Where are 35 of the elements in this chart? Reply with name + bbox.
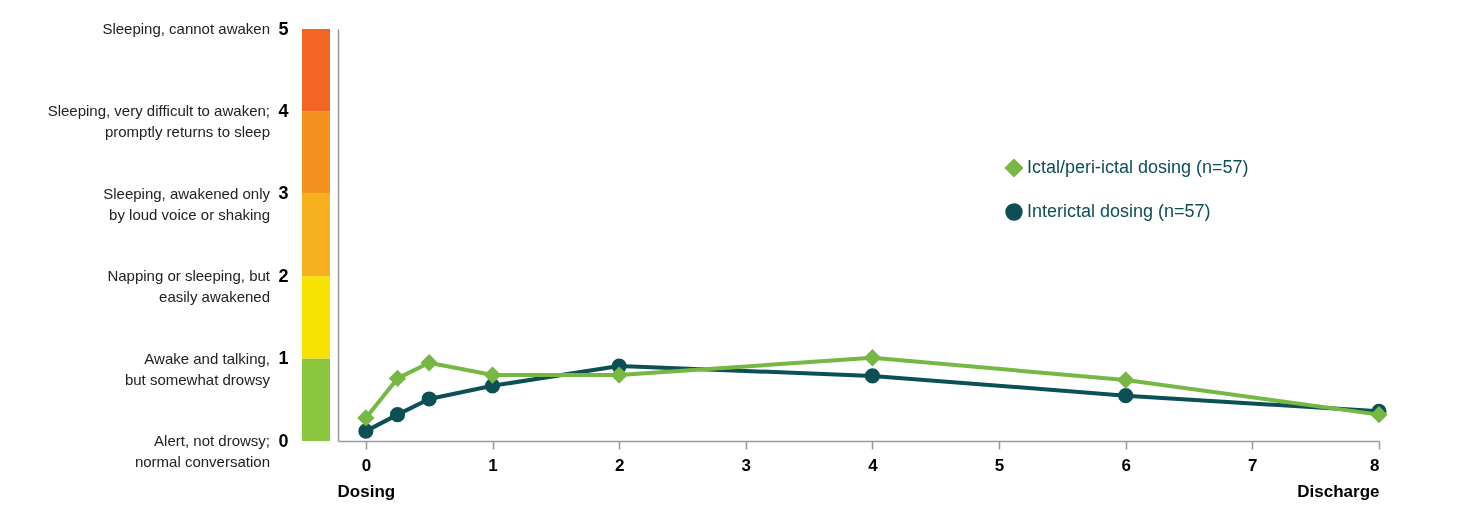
x-tick-label: 6 (1121, 455, 1131, 475)
point (1370, 405, 1388, 424)
x-tick-label: 1 (488, 455, 498, 475)
x-tick-label: 2 (614, 455, 625, 475)
point (1117, 371, 1135, 389)
x-tick-label: 0 Dosing (337, 455, 396, 501)
y-tick-label: 4 (278, 100, 289, 121)
x-tick-label: 3 (741, 455, 752, 475)
text: Sleeping, cannot awaken (102, 20, 270, 37)
point (864, 368, 881, 384)
y-tick-label: 5 (278, 18, 289, 39)
y-tick-label: 3 (278, 183, 289, 204)
point (389, 407, 406, 423)
text: Awake and talking, but somewhat drowsy (124, 349, 271, 388)
y-tick-label: 1 (278, 348, 289, 369)
text: Sleeping, awakened only by loud voice or shaking (103, 184, 271, 223)
point (863, 349, 882, 367)
y-tick-label: 0 (278, 430, 289, 451)
x-tick-label: 8 Discharge (1297, 455, 1380, 501)
legend-label: Ictal/peri-ictal dosing (n=57) (1027, 157, 1249, 177)
point (421, 391, 437, 407)
x-tick-label: 7 (1248, 455, 1258, 475)
text: Napping or sleeping, but easily awakened (107, 267, 271, 306)
point (1118, 388, 1134, 404)
point (610, 366, 628, 384)
point (420, 354, 438, 372)
x-tick-label: 4 (868, 455, 879, 475)
text: Sleeping, very difficult to awaken; promptly returns to sleep (47, 102, 270, 141)
text: Alert, not drowsy; normal conversation (134, 432, 270, 470)
x-tick-label: 5 (994, 455, 1005, 475)
point (358, 423, 374, 439)
point (357, 409, 375, 427)
y-tick-label: 2 (278, 265, 289, 286)
legend-label: Interictal dosing (n=57) (1027, 201, 1211, 221)
point (388, 369, 407, 388)
